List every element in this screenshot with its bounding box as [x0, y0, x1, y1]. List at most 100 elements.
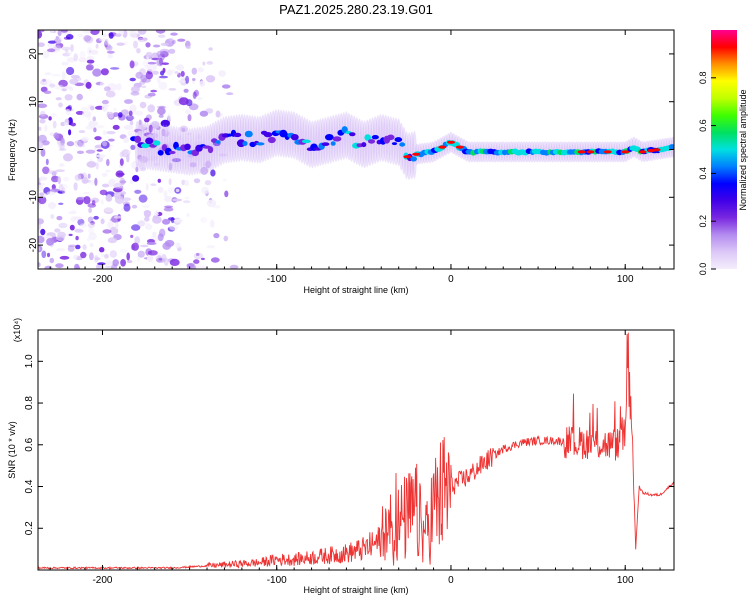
ridge-cell	[244, 130, 253, 138]
ridge-cell	[367, 139, 376, 144]
noise-blob	[105, 194, 113, 202]
noise-blob	[115, 170, 124, 178]
noise-blob	[100, 199, 104, 205]
noise-blob	[137, 37, 148, 43]
noise-blob	[68, 233, 73, 237]
noise-blob	[147, 92, 156, 97]
ridge-haze	[218, 117, 224, 166]
noise-blob	[70, 44, 74, 52]
ridge-cell	[153, 140, 161, 146]
noise-blob	[213, 233, 220, 239]
noise-blob	[85, 149, 96, 154]
noise-blob	[49, 257, 55, 264]
noise-blob	[88, 226, 95, 235]
spectrogram-y-label: Frequency (Hz)	[7, 119, 17, 181]
noise-blob	[50, 214, 55, 219]
noise-blob	[57, 176, 61, 185]
ridge-cell	[227, 133, 233, 137]
noise-blob	[99, 247, 105, 253]
noise-blob	[78, 143, 85, 148]
noise-blob	[134, 189, 142, 194]
noise-blob	[82, 110, 92, 118]
noise-blob	[38, 178, 41, 184]
noise-blob	[38, 140, 44, 149]
noise-blob	[70, 216, 76, 223]
noise-blob	[79, 50, 86, 59]
noise-blob	[82, 30, 92, 34]
noise-blob	[61, 187, 66, 195]
noise-blob	[69, 78, 79, 85]
snr-y-label: SNR (10 * v/v)	[7, 421, 17, 479]
noise-blob	[106, 50, 115, 54]
ridge-haze	[184, 127, 190, 176]
noise-blob	[66, 141, 75, 147]
noise-blob	[162, 242, 171, 250]
noise-blob	[48, 170, 58, 175]
noise-blob	[92, 116, 97, 122]
ridge-cell	[290, 134, 299, 141]
ridge-haze	[134, 120, 140, 169]
ridge-haze	[181, 127, 187, 176]
noise-blob	[184, 179, 190, 187]
noise-blob	[63, 86, 73, 90]
ridge-peak	[621, 150, 630, 154]
ridge-haze	[247, 114, 253, 163]
noise-blob	[103, 104, 110, 107]
noise-blob	[171, 158, 182, 163]
noise-blob	[147, 254, 154, 263]
noise-blob	[191, 67, 197, 75]
ridge-haze	[364, 119, 370, 168]
noise-blob	[64, 94, 73, 101]
noise-blob	[129, 60, 135, 69]
noise-blob	[206, 61, 213, 65]
noise-blob	[93, 215, 99, 220]
noise-blob	[135, 71, 143, 79]
noise-blob	[56, 215, 63, 221]
noise-blob	[95, 125, 105, 129]
ridge-cell	[330, 141, 336, 146]
noise-blob	[43, 90, 52, 95]
noise-blob	[88, 87, 93, 92]
noise-blob	[158, 114, 164, 118]
noise-blob	[107, 237, 118, 244]
noise-blob	[186, 213, 190, 218]
noise-blob	[56, 235, 65, 242]
noise-blob	[162, 218, 171, 225]
noise-blob	[46, 238, 55, 246]
noise-blob	[94, 177, 98, 186]
ridge-haze	[377, 113, 383, 162]
noise-blob	[95, 162, 99, 170]
figure-title: PAZ1.2025.280.23.19.G01	[279, 2, 433, 17]
noise-blob	[157, 186, 164, 193]
ridge-cell	[386, 134, 395, 141]
ridge-cell	[168, 150, 176, 155]
noise-blob	[182, 200, 191, 204]
noise-blob	[163, 207, 174, 212]
noise-blob	[66, 57, 76, 63]
noise-blob	[113, 107, 117, 111]
y-tick-label: 0.4	[24, 479, 35, 493]
noise-blob	[55, 97, 62, 101]
noise-blob	[61, 46, 71, 51]
noise-blob	[223, 178, 227, 182]
noise-blob	[131, 224, 141, 231]
noise-blob	[153, 162, 160, 167]
noise-blob	[152, 216, 162, 224]
noise-blob	[39, 30, 45, 33]
noise-blob	[168, 88, 177, 91]
noise-blob	[200, 166, 209, 175]
y-tick-label: -10	[28, 190, 39, 205]
noise-blob	[175, 72, 179, 75]
noise-blob	[83, 196, 91, 205]
noise-blob	[101, 99, 109, 105]
noise-blob	[187, 263, 196, 269]
noise-blob	[38, 30, 43, 39]
noise-blob	[163, 257, 169, 266]
noise-blob	[156, 58, 164, 67]
noise-blob	[123, 124, 134, 130]
noise-blob	[80, 251, 87, 259]
ridge-haze	[307, 119, 313, 168]
noise-blob	[112, 112, 119, 117]
noise-blob	[60, 30, 69, 33]
